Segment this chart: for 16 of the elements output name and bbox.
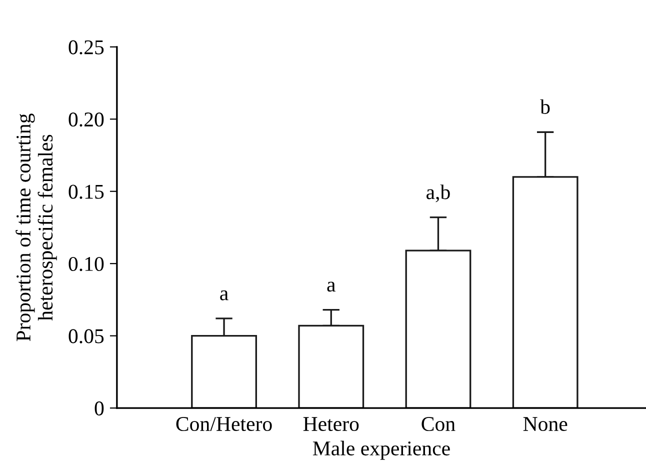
y-tick-label: 0	[94, 401, 104, 416]
annotation: a,b	[426, 184, 450, 202]
x-tick-label: Hetero	[303, 417, 359, 432]
annotation: b	[540, 99, 550, 114]
x-axis-title: Male experience	[312, 440, 450, 460]
x-tick-label: Con	[422, 417, 456, 432]
y-tick-label: 0.15	[68, 184, 104, 199]
annotation: a	[220, 290, 228, 300]
y-tick-label: 0.05	[68, 329, 104, 344]
y-axis-title: Proportion of time courting heterospecific females	[16, 114, 57, 342]
y-tick-label: 0.10	[68, 256, 104, 272]
y-tick-label: 0.20	[68, 112, 104, 127]
y-tick-label: 0.25	[68, 40, 104, 54]
annotation: a	[327, 282, 336, 292]
x-tick-label: None	[523, 417, 568, 432]
x-tick-label: Con/Hetero	[176, 417, 272, 432]
